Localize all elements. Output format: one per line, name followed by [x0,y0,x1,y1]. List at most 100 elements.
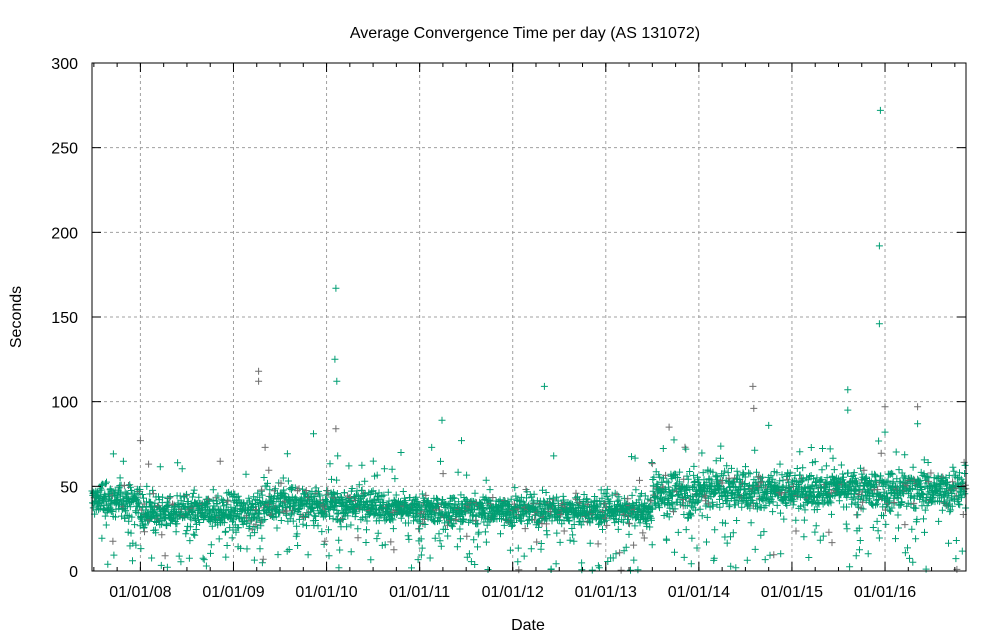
data-point [598,494,606,502]
data-point [938,506,946,514]
data-point [152,529,160,537]
data-point [674,474,682,481]
data-point [578,566,586,574]
data-point [504,497,512,505]
data-point [485,496,493,504]
data-point [703,538,710,546]
data-point [825,493,833,501]
data-point [126,503,134,511]
data-point [358,461,366,469]
data-point [909,558,917,566]
data-point [348,485,356,492]
data-point [463,532,471,540]
data-point [804,499,811,507]
data-point [849,479,857,487]
data-point [497,530,504,538]
data-point [717,454,724,462]
data-point [406,494,414,501]
data-point [952,555,960,563]
data-point [778,471,786,479]
data-point [404,519,412,527]
data-point [741,473,749,481]
data-point [354,525,362,533]
data-point [599,526,606,533]
x-tick-label: 01/01/15 [761,584,823,601]
data-point [296,505,304,512]
data-point [818,476,826,484]
data-point [716,495,723,503]
data-point [185,554,193,562]
data-point [369,457,377,465]
data-point [757,531,765,539]
data-point [624,495,632,503]
data-point [341,489,348,497]
data-point [668,500,676,508]
data-point [172,528,180,536]
data-point [282,503,290,511]
data-point [767,472,775,480]
data-point [374,529,382,537]
data-point [533,538,541,546]
outlier-point [332,425,340,433]
data-point [456,525,464,533]
x-tick-label: 01/01/13 [575,584,637,601]
data-point [163,563,171,571]
data-point [399,488,407,495]
data-point [602,489,610,497]
data-point [773,501,781,509]
data-point [512,492,520,500]
outlier-point [682,445,690,453]
data-point [710,554,718,562]
data-point [174,459,182,467]
data-point [196,519,204,526]
data-point [384,488,392,496]
data-point [659,445,667,452]
data-point [387,538,395,546]
data-point [923,473,931,481]
data-point [594,540,602,548]
data-point [799,475,807,483]
data-point [518,517,526,525]
data-point [721,519,729,527]
data-point [160,515,168,523]
data-point [828,510,835,518]
data-point [310,512,318,520]
data-point [622,543,630,551]
data-point [431,534,439,542]
data-point [424,514,432,522]
data-point [943,501,951,509]
data-point [797,502,805,510]
data-point [437,457,444,465]
data-point [539,486,546,494]
data-point [658,478,666,486]
data-point [693,544,701,552]
data-point [686,468,694,475]
data-point [122,507,130,515]
data-point [416,525,424,533]
data-point [935,517,943,525]
data-point [321,537,329,545]
data-point [570,521,578,528]
data-point [628,453,635,461]
data-point [214,492,222,500]
outlier-point [765,421,773,429]
data-point [310,507,318,515]
data-point [741,480,749,487]
data-point [656,504,663,512]
data-point [103,478,110,486]
data-point [955,500,962,508]
outlier-point [333,377,341,385]
data-point [190,530,198,538]
data-point [923,479,931,487]
data-point [367,556,375,564]
data-point [913,491,921,499]
data-point [344,512,352,520]
data-point [852,552,860,560]
data-point [140,494,147,502]
data-point [909,463,917,471]
data-point [776,460,784,468]
data-point [524,516,532,524]
data-point [299,520,307,528]
data-point [733,467,741,475]
data-point [314,522,322,530]
